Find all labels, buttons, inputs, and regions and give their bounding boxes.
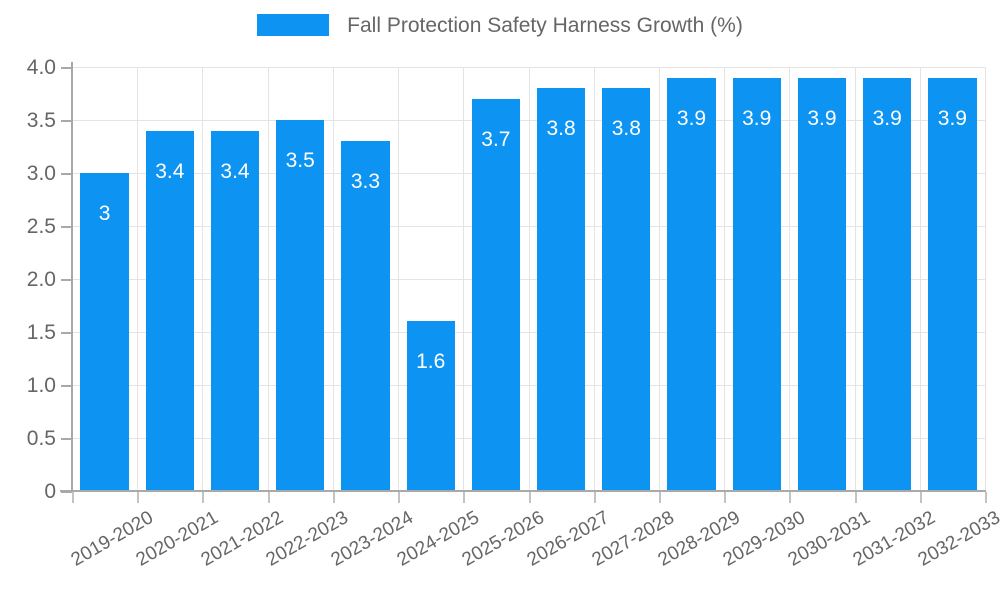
x-axis-tick-mark (137, 492, 140, 503)
gridline-vertical (593, 67, 595, 491)
y-axis-tick-mark (61, 226, 72, 228)
x-axis-tick-mark (463, 492, 466, 503)
bar[interactable] (210, 130, 260, 491)
x-axis-tick-mark (789, 492, 792, 503)
y-axis-tick-label: 2.5 (26, 215, 56, 238)
y-axis-tick-label: 3.5 (26, 109, 56, 132)
bar[interactable] (667, 77, 716, 491)
x-axis-tick-mark (593, 492, 596, 503)
y-axis-tick-mark (61, 67, 72, 69)
gridline-vertical (985, 67, 986, 491)
y-axis-tick-mark (61, 279, 72, 281)
y-axis-tick-label: 3.0 (26, 162, 56, 185)
gridline-vertical (528, 67, 530, 491)
gridline-vertical (463, 67, 465, 491)
y-axis-tick-mark (61, 120, 72, 122)
bar[interactable] (732, 77, 781, 491)
gridline-vertical (332, 67, 334, 491)
y-axis-tick-label: 1.5 (26, 321, 56, 344)
y-axis-tick-label: 4.0 (26, 56, 56, 79)
bar[interactable] (536, 88, 586, 491)
y-axis-line (71, 62, 73, 492)
y-axis-tick-mark (61, 438, 72, 440)
x-axis-tick-mark (854, 492, 857, 503)
gridline-vertical (919, 67, 921, 491)
bar[interactable] (145, 130, 194, 491)
bar[interactable] (863, 77, 912, 491)
bar[interactable] (276, 120, 325, 491)
gridline-vertical (267, 67, 269, 491)
x-axis-line (60, 490, 986, 492)
gridline-vertical (658, 67, 660, 491)
x-axis-tick-mark (202, 492, 205, 503)
y-axis-tick-label: 2.0 (26, 268, 56, 291)
x-axis-tick-mark (724, 492, 727, 503)
gridline-vertical (724, 67, 726, 491)
bar[interactable] (797, 77, 847, 491)
y-axis-tick-mark (61, 173, 72, 175)
gridline-vertical (137, 67, 139, 491)
y-axis-tick-mark (61, 491, 72, 493)
bar[interactable] (406, 321, 455, 491)
bar[interactable] (928, 77, 977, 491)
gridline-vertical (789, 67, 791, 491)
x-axis-tick-mark (528, 492, 531, 503)
gridline-vertical (854, 67, 856, 491)
y-axis-tick-label: 0 (44, 480, 56, 503)
gridline-vertical (202, 67, 204, 491)
bar[interactable] (80, 173, 129, 491)
y-axis-tick-mark (61, 332, 72, 334)
y-axis-tick-label: 0.5 (26, 427, 56, 450)
y-axis-tick-mark (61, 385, 72, 387)
bar[interactable] (602, 88, 651, 491)
legend-color-swatch (257, 14, 330, 36)
y-axis-tick-label: 1.0 (26, 374, 56, 397)
x-axis-tick-mark (267, 492, 270, 503)
bar[interactable] (471, 98, 520, 491)
x-axis-tick-mark (919, 492, 922, 503)
chart-legend: Fall Protection Safety Harness Growth (%… (0, 14, 1000, 36)
plot-area: 3 3.4 3.4 3.5 3.3 1.6 3.7 3.8 3.8 3.9 3.9 3.9 3.9 3.9 (72, 67, 986, 492)
x-axis-tick-mark (658, 492, 661, 503)
bar[interactable] (341, 141, 390, 491)
gridline-vertical (398, 67, 400, 491)
x-axis-tick-mark (332, 492, 335, 503)
x-axis-tick-mark (72, 492, 74, 503)
legend-label: Fall Protection Safety Harness Growth (%… (347, 13, 743, 37)
x-axis-tick-mark (398, 492, 401, 503)
x-axis-tick-mark (985, 492, 987, 503)
